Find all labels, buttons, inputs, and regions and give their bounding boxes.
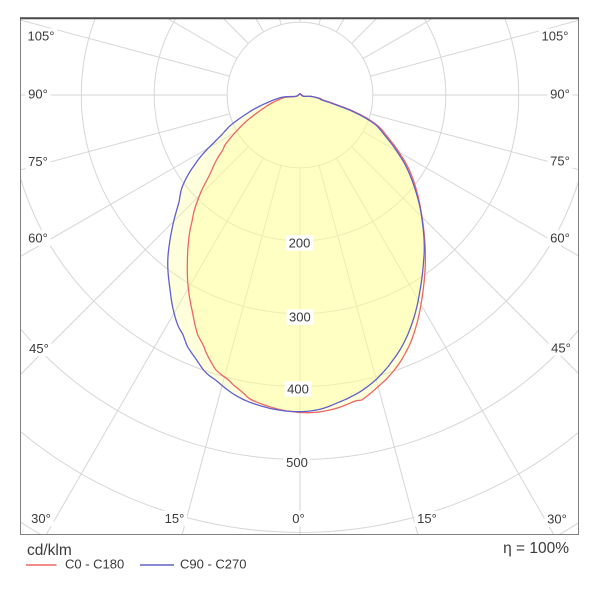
svg-text:0°: 0° [292, 511, 304, 526]
svg-text:η = 100%: η = 100% [503, 540, 569, 557]
svg-text:90°: 90° [550, 87, 570, 102]
svg-text:30°: 30° [31, 511, 51, 526]
svg-text:C90 - C270: C90 - C270 [180, 557, 246, 572]
svg-text:60°: 60° [550, 231, 570, 246]
svg-text:75°: 75° [28, 154, 48, 169]
svg-text:30°: 30° [547, 512, 567, 527]
svg-text:45°: 45° [551, 341, 571, 356]
svg-text:300: 300 [289, 310, 311, 325]
svg-text:cd/klm: cd/klm [27, 542, 72, 559]
svg-text:15°: 15° [165, 511, 185, 526]
svg-text:75°: 75° [550, 154, 570, 169]
svg-text:200: 200 [289, 236, 311, 251]
svg-text:105°: 105° [28, 29, 55, 44]
svg-text:15°: 15° [417, 511, 437, 526]
svg-text:60°: 60° [28, 231, 48, 246]
svg-text:45°: 45° [29, 341, 49, 356]
svg-text:90°: 90° [28, 87, 48, 102]
svg-text:105°: 105° [542, 29, 569, 44]
svg-text:500: 500 [286, 455, 308, 470]
svg-text:C0 - C180: C0 - C180 [65, 557, 124, 572]
svg-text:400: 400 [287, 382, 309, 397]
